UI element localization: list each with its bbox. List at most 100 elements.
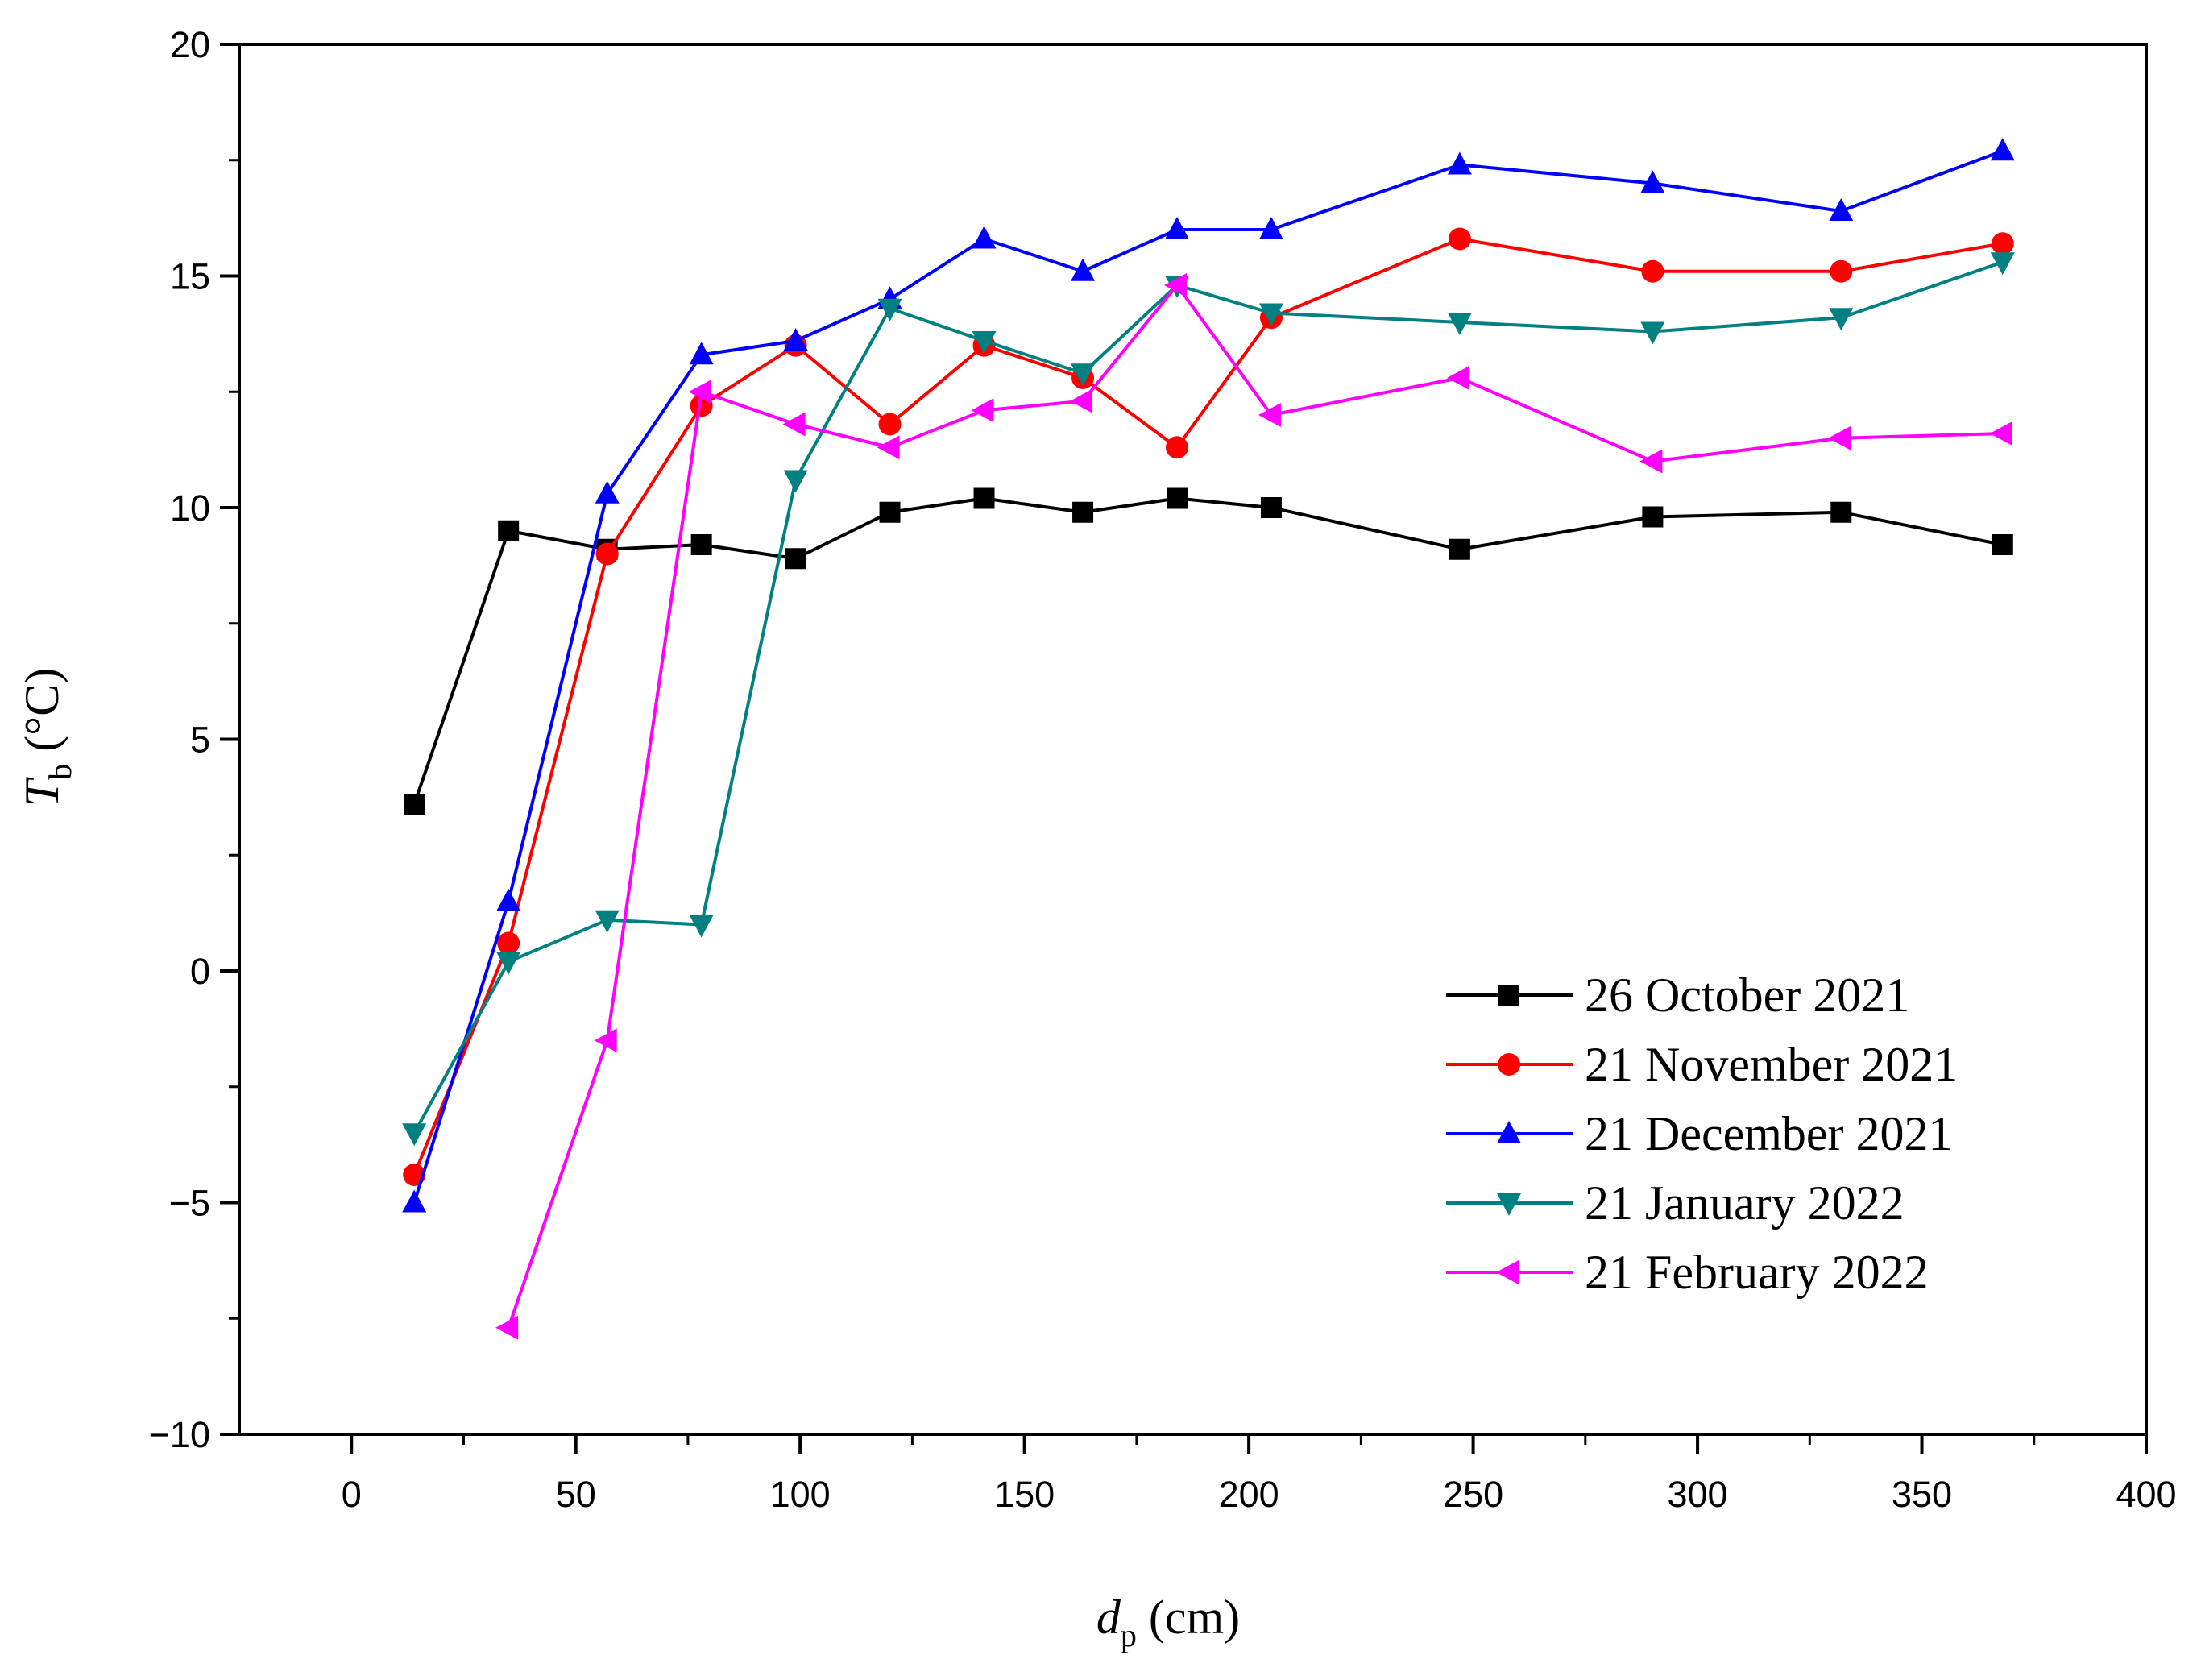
y-tick-label: 15 bbox=[170, 256, 210, 297]
data-point bbox=[1640, 170, 1665, 193]
data-point bbox=[498, 520, 520, 541]
series-1 bbox=[404, 487, 2013, 815]
series-layer bbox=[402, 138, 2015, 1340]
data-point bbox=[1992, 534, 2013, 555]
data-point bbox=[879, 501, 901, 523]
legend-label: 26 October 2021 bbox=[1585, 969, 1909, 1022]
x-axis-subscript: p bbox=[1121, 1617, 1137, 1653]
data-point bbox=[496, 952, 521, 975]
data-point bbox=[495, 1315, 519, 1340]
y-tick-label: −5 bbox=[169, 1183, 210, 1224]
y-tick-label: 0 bbox=[190, 951, 210, 992]
x-tick-label: 50 bbox=[556, 1474, 596, 1515]
series-5 bbox=[495, 273, 2012, 1340]
y-axis-title: Tb (°C) bbox=[15, 668, 78, 807]
data-point bbox=[595, 542, 619, 566]
legend-label: 21 January 2022 bbox=[1585, 1176, 1905, 1230]
data-point bbox=[1447, 313, 1472, 335]
data-point bbox=[1167, 487, 1188, 509]
x-axis-unit: (cm) bbox=[1137, 1591, 1240, 1644]
data-point bbox=[1072, 501, 1094, 523]
y-tick-label: −10 bbox=[149, 1414, 210, 1455]
x-tick-label: 0 bbox=[342, 1474, 362, 1515]
legend-label: 21 February 2022 bbox=[1585, 1246, 1929, 1299]
data-point bbox=[402, 1123, 427, 1147]
legend-marker bbox=[1497, 1193, 1521, 1216]
data-point bbox=[1258, 217, 1283, 239]
data-point bbox=[1830, 501, 1852, 523]
data-point bbox=[1991, 232, 2014, 255]
data-point bbox=[689, 342, 714, 365]
legend-label: 21 November 2021 bbox=[1585, 1038, 1958, 1091]
data-point bbox=[1447, 151, 1472, 175]
data-point bbox=[1071, 363, 1096, 387]
series-line bbox=[412, 149, 2004, 1204]
data-point bbox=[690, 534, 712, 555]
x-axis-symbol: d bbox=[1096, 1591, 1121, 1644]
data-point bbox=[594, 1028, 617, 1053]
data-point bbox=[1641, 259, 1664, 283]
legend-item: 21 February 2022 bbox=[1446, 1246, 1929, 1299]
y-tick-label: 5 bbox=[190, 720, 210, 761]
legend-marker bbox=[1498, 1053, 1520, 1076]
data-point bbox=[973, 487, 995, 509]
data-point bbox=[878, 413, 902, 436]
data-point bbox=[1165, 217, 1190, 239]
data-point bbox=[595, 910, 620, 933]
legend-item: 21 January 2022 bbox=[1446, 1176, 1905, 1230]
data-point bbox=[1990, 252, 2015, 276]
x-tick-label: 400 bbox=[2116, 1474, 2176, 1515]
data-point bbox=[1989, 421, 2012, 446]
data-point bbox=[1829, 308, 1854, 331]
x-tick-label: 250 bbox=[1443, 1474, 1503, 1515]
data-point bbox=[1164, 273, 1188, 297]
data-point bbox=[1258, 403, 1281, 427]
data-point bbox=[877, 435, 900, 460]
data-point bbox=[1829, 198, 1854, 221]
x-tick-label: 350 bbox=[1892, 1474, 1952, 1515]
data-point bbox=[1640, 321, 1665, 345]
legend-label: 21 December 2021 bbox=[1585, 1107, 1953, 1160]
data-point bbox=[782, 412, 806, 437]
data-point bbox=[404, 794, 425, 815]
legend-marker bbox=[1497, 1121, 1521, 1143]
x-tick-label: 200 bbox=[1219, 1474, 1279, 1515]
y-tick-label: 20 bbox=[170, 24, 210, 65]
data-point bbox=[1449, 538, 1470, 560]
x-tick-label: 100 bbox=[770, 1474, 831, 1515]
data-point bbox=[783, 470, 808, 493]
y-axis-symbol: T bbox=[15, 777, 68, 807]
data-point bbox=[1071, 258, 1096, 281]
data-point bbox=[1258, 303, 1283, 326]
legend-item: 26 October 2021 bbox=[1446, 969, 1909, 1022]
data-point bbox=[1446, 366, 1469, 390]
data-point bbox=[1639, 449, 1663, 474]
legend-marker bbox=[1496, 1260, 1519, 1284]
legend-item: 21 November 2021 bbox=[1446, 1038, 1958, 1091]
data-point bbox=[595, 480, 620, 504]
data-point bbox=[1990, 138, 2015, 161]
x-tick-label: 150 bbox=[994, 1474, 1055, 1515]
data-point bbox=[1448, 227, 1471, 251]
data-point bbox=[785, 548, 806, 570]
y-axis-unit: (°C) bbox=[15, 668, 68, 764]
legend-marker bbox=[1498, 985, 1519, 1006]
x-axis-title: dp (cm) bbox=[1096, 1591, 1240, 1653]
data-point bbox=[1166, 436, 1189, 459]
series-line bbox=[412, 496, 2004, 805]
data-point bbox=[972, 331, 997, 354]
data-point bbox=[1830, 259, 1853, 283]
axis-ticks: 0 50 100 150 200 250 300 350 400 −10 −5 0 5 10 15 20 bbox=[149, 24, 2177, 1515]
data-point bbox=[497, 931, 520, 955]
legend: 26 October 2021 21 November 2021 21 Decemb… bbox=[1446, 969, 1958, 1299]
data-point bbox=[1642, 506, 1664, 528]
data-point bbox=[877, 298, 902, 321]
y-tick-label: 10 bbox=[170, 487, 210, 529]
data-point bbox=[496, 888, 521, 911]
data-point bbox=[689, 915, 714, 938]
y-axis-subscript: b bbox=[42, 764, 78, 780]
data-point bbox=[1828, 425, 1851, 450]
series-line bbox=[507, 284, 2003, 1329]
data-point bbox=[402, 1189, 427, 1213]
